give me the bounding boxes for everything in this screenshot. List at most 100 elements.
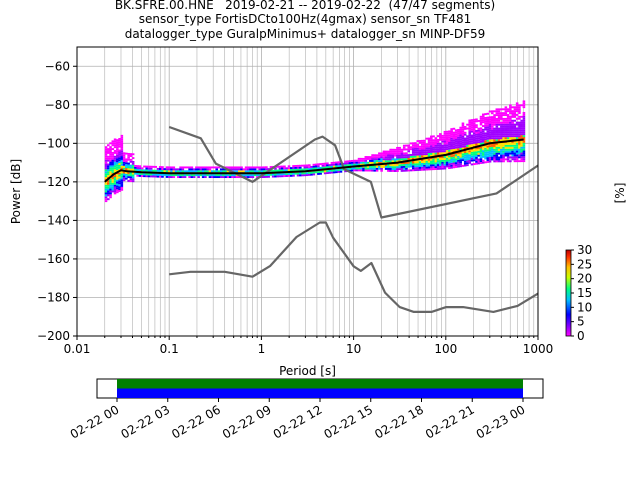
heatmap-cell	[113, 190, 117, 193]
heatmap-cell	[136, 174, 139, 177]
heatmap-cell	[201, 170, 205, 173]
heatmap-cell	[120, 167, 124, 170]
heatmap-cell	[251, 176, 255, 179]
heatmap-cell	[515, 135, 519, 138]
y-tick-label: −60	[45, 59, 70, 73]
heatmap-cell	[493, 145, 496, 147]
heatmap-cell	[486, 151, 490, 154]
heatmap-cell	[425, 155, 429, 157]
heatmap-cell	[500, 116, 503, 118]
heatmap-cell	[452, 145, 456, 148]
heatmap-cell	[495, 119, 499, 122]
heatmap-cell	[369, 159, 372, 162]
heatmap-cell	[321, 170, 325, 173]
heatmap-cell	[131, 153, 135, 156]
heatmap-cell	[439, 146, 442, 149]
heatmap-cell	[430, 149, 433, 151]
heatmap-cell	[122, 163, 126, 166]
heatmap-cell	[350, 169, 354, 172]
heatmap-cell	[488, 118, 492, 121]
heatmap-cell	[443, 138, 447, 141]
heatmap-cell	[134, 172, 137, 175]
heatmap-cell	[472, 120, 476, 123]
heatmap-cell	[113, 167, 117, 170]
heatmap-cell	[522, 154, 526, 157]
heatmap-cell	[181, 174, 185, 177]
heatmap-cell	[393, 168, 397, 171]
heatmap-cell	[140, 175, 144, 178]
heatmap-cell	[423, 151, 426, 154]
heatmap-cell	[439, 162, 442, 164]
heatmap-cell	[445, 150, 449, 152]
heatmap-cell	[448, 161, 451, 164]
heatmap-cell	[120, 134, 124, 137]
heatmap-cell	[400, 148, 404, 151]
heatmap-cell	[432, 146, 435, 149]
heatmap-cell	[156, 175, 160, 178]
heatmap-cell	[430, 135, 433, 138]
heatmap-cell	[434, 164, 438, 167]
heatmap-cell	[443, 140, 447, 143]
heatmap-cell	[511, 127, 514, 130]
heatmap-cell	[475, 151, 478, 154]
heatmap-cell	[515, 137, 519, 140]
heatmap-cell	[183, 166, 187, 169]
heatmap-cell	[391, 160, 395, 163]
heatmap-cell	[294, 172, 298, 175]
heatmap-cell	[129, 153, 133, 156]
heatmap-cell	[156, 173, 160, 176]
heatmap-cell	[396, 156, 399, 159]
heatmap-cell	[371, 158, 374, 161]
heatmap-cell	[475, 131, 478, 134]
heatmap-cell	[186, 166, 189, 169]
heatmap-cell	[430, 150, 433, 153]
heatmap-cell	[479, 117, 483, 120]
heatmap-cell	[111, 148, 115, 151]
y-tick-label: −180	[37, 290, 70, 304]
heatmap-cell	[391, 156, 395, 159]
heatmap-cell	[249, 176, 252, 179]
heatmap-cell	[330, 171, 334, 174]
heatmap-cell	[522, 111, 526, 114]
heatmap-cell	[366, 169, 370, 172]
heatmap-cell	[475, 149, 478, 152]
heatmap-cell	[486, 160, 490, 163]
heatmap-cell	[509, 135, 512, 138]
heatmap-cell	[195, 166, 198, 169]
heatmap-cell	[378, 154, 381, 157]
heatmap-cell	[362, 169, 365, 172]
heatmap-cell	[393, 150, 397, 153]
heatmap-cell	[436, 150, 440, 153]
heatmap-cell	[466, 144, 469, 147]
heatmap-cell	[470, 128, 474, 131]
series-mode	[104, 138, 524, 183]
heatmap-cell	[470, 134, 474, 137]
heatmap-cell	[493, 116, 496, 119]
heatmap-cell	[461, 137, 465, 140]
heatmap-cell	[513, 119, 517, 122]
heatmap-cell	[111, 161, 115, 164]
heatmap-cell	[427, 164, 431, 167]
heatmap-cell	[131, 160, 135, 163]
heatmap-cell	[317, 171, 320, 173]
heatmap-cell	[375, 158, 379, 161]
heatmap-cell	[450, 133, 453, 136]
heatmap-cell	[109, 163, 112, 166]
heatmap-cell	[511, 135, 514, 138]
heatmap-cell	[210, 170, 214, 173]
heatmap-cell	[439, 158, 442, 161]
heatmap-cell	[104, 200, 108, 203]
heatmap-cell	[129, 176, 133, 179]
heatmap-cell	[195, 168, 198, 171]
heatmap-cell	[107, 144, 110, 147]
heatmap-cell	[484, 138, 487, 141]
heatmap-cell	[113, 146, 117, 149]
heatmap-cell	[518, 104, 521, 107]
heatmap-cell	[396, 164, 399, 167]
colorbar-gradient	[565, 249, 572, 337]
heatmap-cell	[522, 144, 526, 147]
heatmap-cell	[421, 151, 424, 154]
heatmap-cell	[339, 170, 343, 173]
heatmap-cell	[143, 165, 146, 168]
heatmap-cell	[479, 115, 483, 118]
